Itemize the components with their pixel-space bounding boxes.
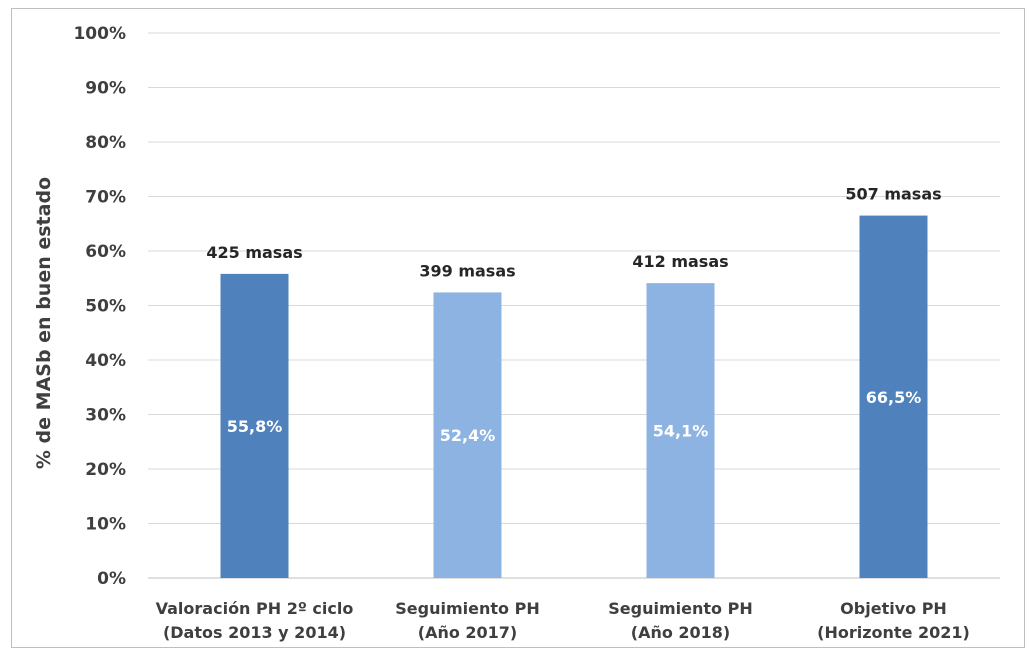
y-tick-label: 30% [85,406,126,426]
bar-value-label: 54,1% [653,422,709,441]
bar-value-label: 55,8% [227,417,283,436]
bar-top-label: 425 masas [206,243,302,262]
bar-value-label: 52,4% [440,426,496,445]
x-category-label: (Horizonte 2021) [817,623,970,642]
y-tick-label: 100% [73,24,126,44]
grid-lines [148,32,1000,579]
bar [220,273,289,578]
y-tick-label: 60% [85,242,126,262]
y-tick-label: 90% [85,79,126,99]
y-tick-label: 40% [85,351,126,371]
y-tick-label: 20% [85,460,126,480]
bar [433,292,502,578]
x-category-label: (Año 2017) [418,623,518,642]
x-category-label: (Datos 2013 y 2014) [163,623,346,642]
chart-frame [11,8,1025,648]
bar-top-label: 412 masas [632,252,728,271]
bar-top-label: 399 masas [419,261,515,280]
x-category-label: Valoración PH 2º ciclo [156,599,354,618]
y-tick-label: 10% [85,515,126,535]
bar-value-label: 66,5% [866,388,922,407]
bars: 55,8% 425 masas 52,4% 399 masas 54,1% 412 mas… [206,185,942,578]
y-tick-label: 70% [85,188,126,208]
bar [646,283,715,578]
x-category-label: (Año 2018) [631,623,731,642]
bar [859,215,928,578]
bar-top-label: 507 masas [845,185,941,204]
x-category-label: Seguimiento PH [395,599,539,618]
x-category-label: Seguimiento PH [608,599,752,618]
x-category-label: Objetivo PH [840,599,947,618]
y-axis-label: % de MASb en buen estado [33,177,55,469]
x-axis-labels: Valoración PH 2º ciclo (Datos 2013 y 2014… [156,599,970,642]
y-axis-ticks: 0% 10% 20% 30% 40% 50% 60% 70% 80% 90% 100% [73,24,126,589]
y-tick-label: 0% [97,569,126,589]
y-tick-label: 50% [85,297,126,317]
y-tick-label: 80% [85,133,126,153]
